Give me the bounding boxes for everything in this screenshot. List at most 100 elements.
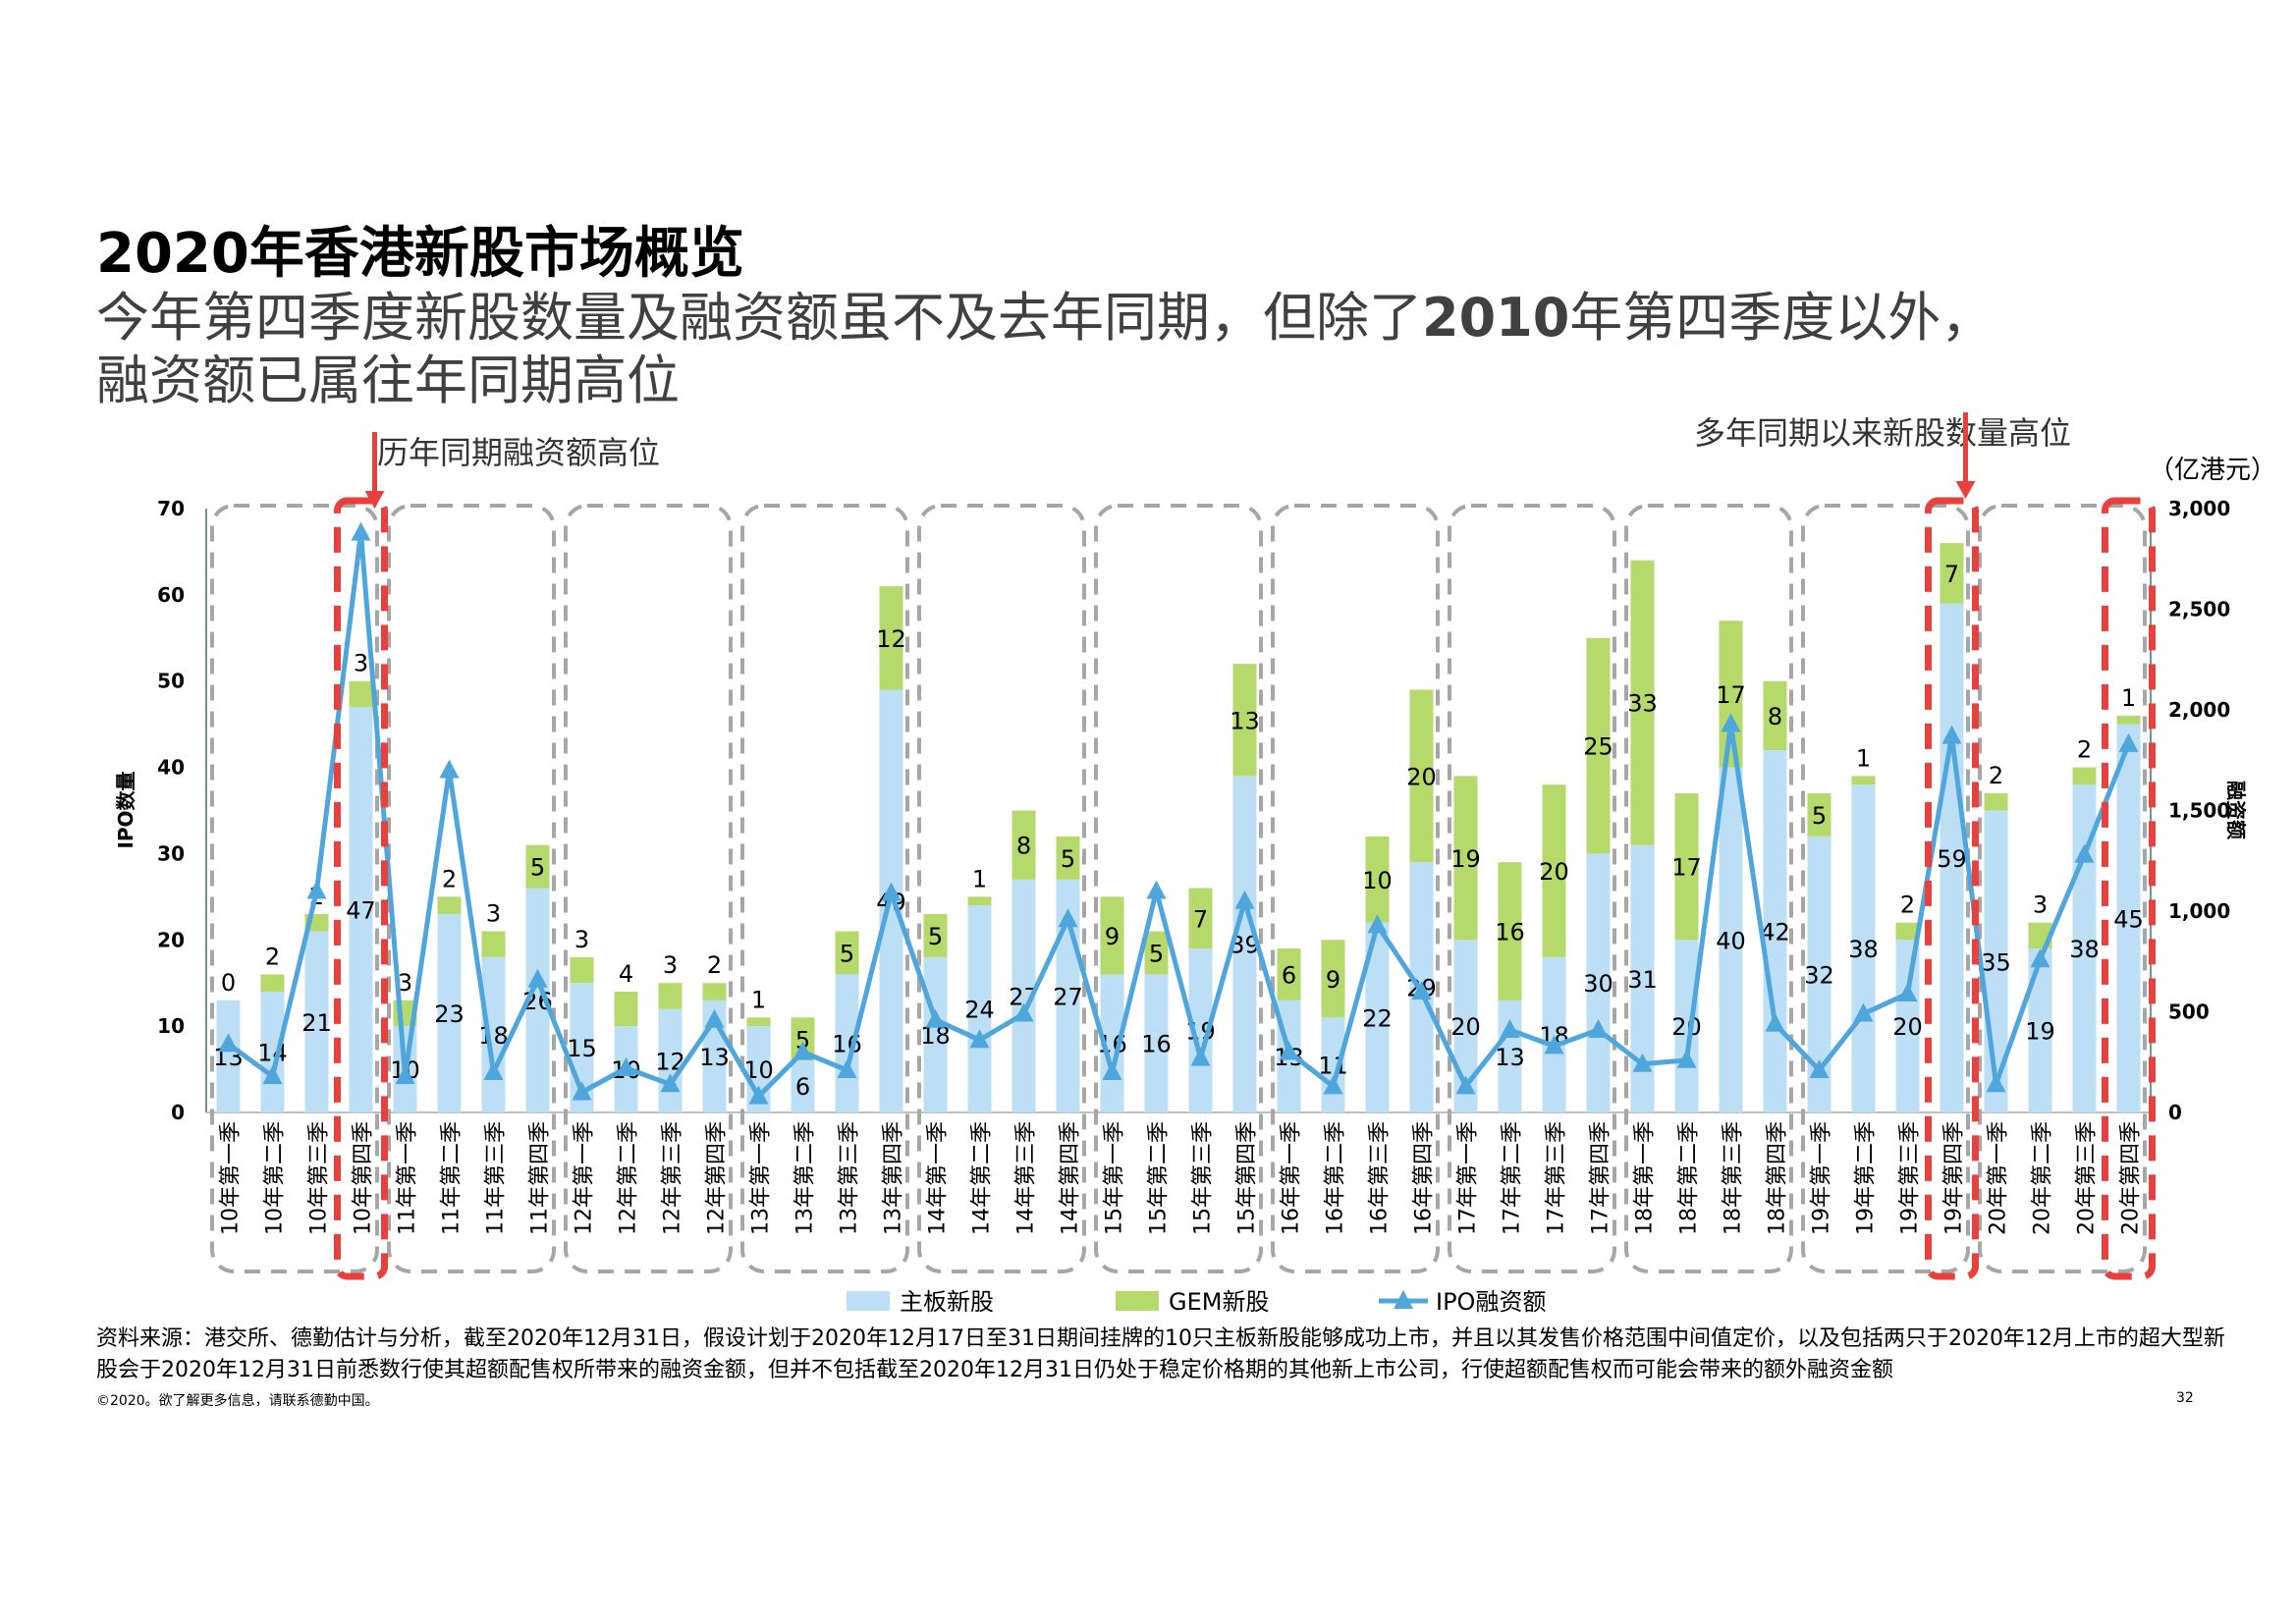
ipo-marker bbox=[1544, 1035, 1564, 1054]
ipo-marker bbox=[1367, 914, 1388, 934]
ipo-marker bbox=[483, 1061, 504, 1080]
legend-label-main: 主板新股 bbox=[900, 1288, 994, 1316]
x-tick-label: 15年第一季 bbox=[1103, 1121, 1127, 1235]
gem-label: 2 bbox=[707, 951, 722, 979]
main-board-bar bbox=[1232, 776, 1257, 1112]
right-tick-label: 0 bbox=[2168, 1101, 2182, 1124]
left-tick-label: 70 bbox=[157, 497, 185, 520]
gem-bar bbox=[1763, 680, 1787, 750]
x-tick-label: 12年第二季 bbox=[617, 1121, 641, 1235]
gem-label: 4 bbox=[619, 960, 633, 988]
gem-label: 3 bbox=[2033, 892, 2048, 919]
ipo-marker bbox=[1058, 908, 1078, 928]
gem-label: 7 bbox=[1193, 905, 1208, 933]
ipo-marker bbox=[1411, 981, 1432, 1000]
main-board-label: 16 bbox=[1141, 1031, 1172, 1058]
gem-bar bbox=[481, 931, 506, 957]
x-tick-label: 12年第四季 bbox=[705, 1121, 730, 1235]
right-tick-label: 3,000 bbox=[2168, 497, 2230, 520]
x-tick-label: 18年第四季 bbox=[1766, 1121, 1790, 1235]
gem-bar bbox=[525, 844, 550, 889]
gem-label: 5 bbox=[795, 1026, 810, 1054]
page-subtitle: 今年第四季度新股数量及融资额虽不及去年同期，但除了2010年第四季度以外， 融资… bbox=[96, 287, 1994, 412]
ipo-marker bbox=[748, 1085, 769, 1105]
gem-bar bbox=[1277, 948, 1301, 1000]
ipo-marker bbox=[704, 1008, 725, 1028]
left-tick-label: 30 bbox=[157, 841, 185, 865]
gem-bar bbox=[879, 586, 903, 690]
subtitle-part-c: 年第四季度以外， bbox=[1569, 287, 1995, 349]
ipo-marker bbox=[1941, 725, 1962, 744]
right-tick-label: 1,000 bbox=[2168, 899, 2230, 923]
right-tick-label: 500 bbox=[2168, 1000, 2210, 1024]
main-board-label: 14 bbox=[257, 1040, 288, 1067]
gem-label: 8 bbox=[1016, 833, 1031, 860]
x-tick-label: 14年第一季 bbox=[926, 1121, 951, 1235]
main-board-label: 27 bbox=[1053, 983, 1083, 1010]
year-group-box bbox=[917, 504, 1086, 1273]
page-title: 2020年香港新股市场概览 bbox=[96, 222, 744, 286]
gem-bar bbox=[1144, 931, 1169, 975]
gem-bar bbox=[1056, 836, 1080, 880]
ipo-marker bbox=[527, 968, 548, 988]
subtitle-part-a: 今年第四季度新股数量及融资额虽不及去年同期，但除了 bbox=[96, 287, 1422, 349]
main-board-label: 20 bbox=[1892, 1013, 1923, 1041]
ipo-marker bbox=[1146, 880, 1167, 899]
ipo-marker bbox=[793, 1041, 813, 1060]
main-board-bar bbox=[349, 707, 373, 1112]
gem-bar bbox=[1719, 621, 1743, 768]
x-tick-label: 16年第一季 bbox=[1280, 1121, 1304, 1235]
gem-bar bbox=[1232, 664, 1257, 777]
main-board-bar bbox=[1542, 956, 1566, 1112]
x-tick-label: 10年第二季 bbox=[263, 1121, 288, 1235]
gem-bar bbox=[1895, 922, 1920, 941]
gem-bar bbox=[570, 956, 594, 984]
highlight-box bbox=[2102, 497, 2156, 1280]
left-tick-label: 60 bbox=[157, 583, 185, 607]
x-tick-label: 16年第三季 bbox=[1368, 1121, 1393, 1235]
gem-label: 13 bbox=[1230, 707, 1260, 734]
x-tick-label: 19年第三季 bbox=[1898, 1121, 1923, 1235]
ipo-marker bbox=[1853, 1002, 1874, 1022]
gem-label: 6 bbox=[1282, 961, 1296, 989]
main-board-label: 47 bbox=[346, 897, 376, 925]
year-group-box bbox=[1448, 504, 1616, 1273]
main-board-label: 30 bbox=[1583, 970, 1613, 998]
left-tick-label: 10 bbox=[157, 1014, 185, 1038]
x-tick-label: 10年第一季 bbox=[219, 1121, 244, 1235]
gem-label: 12 bbox=[876, 625, 906, 653]
main-board-label: 15 bbox=[567, 1035, 597, 1062]
x-tick-label: 15年第二季 bbox=[1147, 1121, 1172, 1235]
main-board-label: 40 bbox=[1716, 927, 1746, 954]
x-tick-label: 17年第四季 bbox=[1589, 1121, 1613, 1235]
ipo-marker bbox=[925, 1008, 946, 1028]
ipo-marker bbox=[660, 1073, 681, 1093]
gem-label: 5 bbox=[1061, 845, 1075, 873]
main-board-label: 32 bbox=[1804, 961, 1834, 989]
x-tick-label: 17年第一季 bbox=[1456, 1121, 1481, 1235]
x-tick-label: 10年第四季 bbox=[352, 1121, 376, 1235]
x-tick-label: 11年第三季 bbox=[484, 1121, 509, 1235]
left-axis-title: IPO数量 bbox=[114, 771, 137, 848]
ipo-marker bbox=[2074, 843, 2095, 863]
main-board-label: 20 bbox=[1671, 1013, 1702, 1041]
main-board-bar bbox=[1763, 750, 1787, 1112]
right-tick-label: 1,500 bbox=[2168, 799, 2230, 823]
ipo-marker bbox=[1676, 1049, 1697, 1068]
year-group-box bbox=[740, 504, 909, 1273]
legend-swatch-main bbox=[847, 1291, 890, 1311]
gem-bar bbox=[1807, 792, 1831, 837]
main-board-bar bbox=[1895, 940, 1920, 1112]
ipo-marker bbox=[1897, 983, 1918, 1002]
main-board-bar bbox=[1940, 603, 1964, 1112]
gem-label: 5 bbox=[840, 940, 854, 967]
gem-bar bbox=[1542, 784, 1566, 957]
ipo-marker bbox=[1809, 1058, 1830, 1078]
main-board-label: 19 bbox=[2025, 1018, 2055, 1046]
x-tick-label: 12年第三季 bbox=[661, 1121, 685, 1235]
main-board-label: 6 bbox=[795, 1073, 810, 1101]
year-group-box bbox=[1801, 504, 1970, 1273]
legend-swatch-gem bbox=[1116, 1291, 1159, 1311]
x-tick-label: 15年第三季 bbox=[1191, 1121, 1216, 1235]
gem-bar bbox=[1188, 888, 1213, 949]
